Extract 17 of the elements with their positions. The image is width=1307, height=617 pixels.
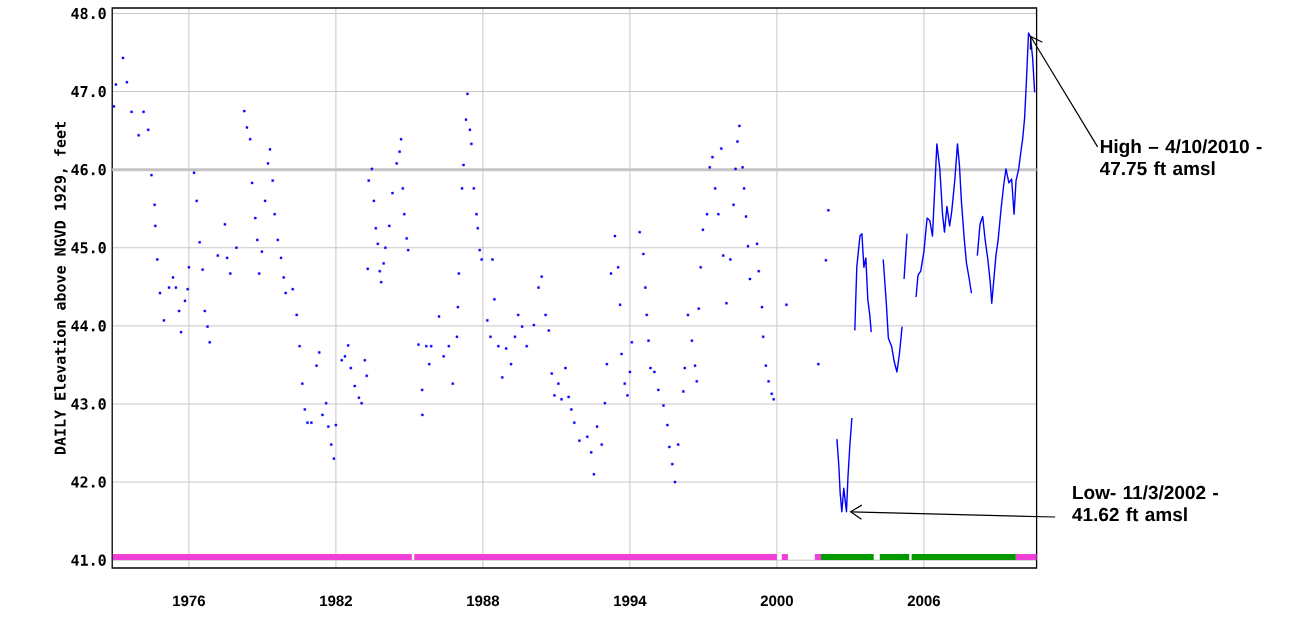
y-tick-label: 45.0 xyxy=(71,242,106,254)
y-tick-label: 42.0 xyxy=(71,476,106,488)
y-axis-title: DAILY Elevation above NGVD 1929, feet xyxy=(53,122,68,455)
x-tick-label: 1994 xyxy=(614,595,647,607)
x-tick-label: 1976 xyxy=(173,595,206,607)
x-tick-label: 1988 xyxy=(467,595,500,607)
x-tick-label: 2000 xyxy=(760,595,793,607)
x-tick-label: 1982 xyxy=(320,595,352,607)
y-tick-label: 46.0 xyxy=(71,163,106,176)
annotation: Low- 11/3/2002 - 41.62 ft amsl xyxy=(1072,485,1218,522)
y-tick-label: 43.0 xyxy=(71,398,106,410)
y-tick-label: 47.0 xyxy=(71,85,106,98)
y-tick-label: 44.0 xyxy=(71,320,106,332)
y-tick-label: 41.0 xyxy=(71,554,106,566)
y-tick-label: 48.0 xyxy=(71,7,106,20)
x-tick-label: 2006 xyxy=(907,595,941,607)
annotation: High – 4/10/2010 - 47.75 ft amsl xyxy=(1099,139,1262,176)
